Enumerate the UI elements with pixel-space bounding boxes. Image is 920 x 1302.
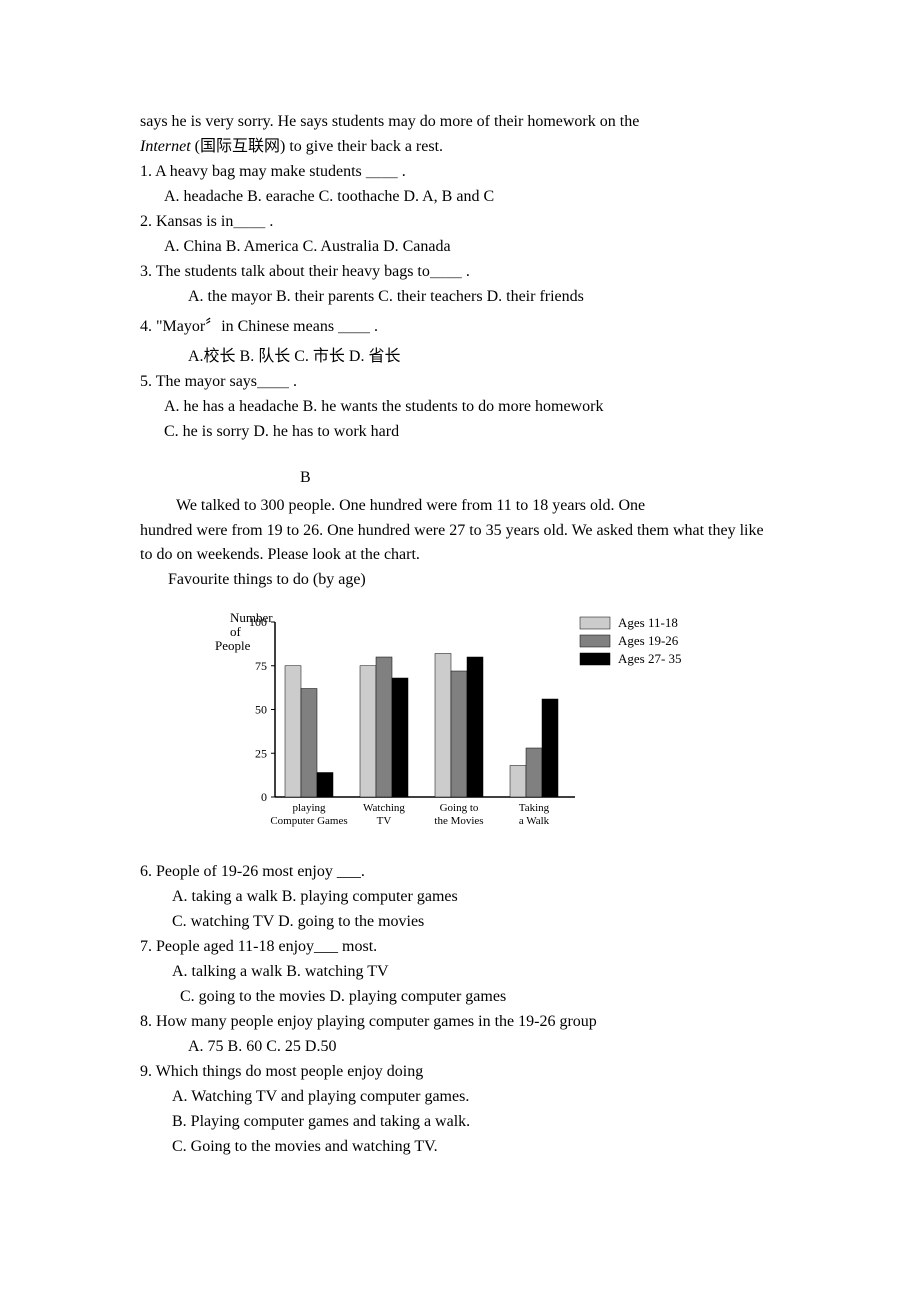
chart: NumberofPeople1007550250playingComputer … (140, 602, 780, 852)
passage-a-cont-1: says he is very sorry. He says students … (140, 110, 780, 134)
q2: 2. Kansas is in＿＿ . (140, 210, 780, 234)
svg-text:a Walk: a Walk (519, 815, 550, 827)
svg-text:Going to: Going to (440, 802, 479, 814)
q8: 8. How many people enjoy playing compute… (140, 1010, 780, 1034)
q1: 1. A heavy bag may make students ＿＿ . (140, 160, 780, 184)
q9: 9. Which things do most people enjoy doi… (140, 1060, 780, 1084)
svg-text:75: 75 (255, 659, 267, 673)
passage-b: We talked to 300 people. One hundred wer… (140, 494, 780, 518)
q4: 4. "Mayor〞in Chinese means ＿＿ . (140, 315, 780, 339)
svg-text:People: People (215, 638, 251, 653)
q5-options-ab: A. he has a headache B. he wants the stu… (140, 395, 780, 419)
internet-rest: (国际互联网) to give their back a rest. (191, 138, 443, 155)
internet-italic: Internet (140, 138, 191, 155)
pb-line2: hundred were from 19 to 26. One hundred … (140, 519, 780, 567)
q9-option-a: A. Watching TV and playing computer game… (140, 1085, 780, 1109)
q2-options: A. China B. America C. Australia D. Cana… (140, 235, 780, 259)
q5-options-cd: C. he is sorry D. he has to work hard (140, 420, 780, 444)
pb-line3: Favourite things to do (by age) (140, 568, 780, 592)
svg-text:of: of (230, 624, 242, 639)
passage-a-cont-2: Internet (国际互联网) to give their back a re… (140, 135, 780, 159)
q5: 5. The mayor says＿＿ . (140, 370, 780, 394)
page: says he is very sorry. He says students … (0, 0, 920, 1302)
q6: 6. People of 19-26 most enjoy ___. (140, 860, 780, 884)
svg-text:TV: TV (377, 815, 392, 827)
q7-options-ab: A. talking a walk B. watching TV (140, 960, 780, 984)
svg-text:50: 50 (255, 703, 267, 717)
svg-text:playing: playing (293, 802, 326, 814)
svg-text:25: 25 (255, 746, 267, 760)
q9-option-c: C. Going to the movies and watching TV. (140, 1135, 780, 1159)
svg-text:100: 100 (249, 615, 267, 629)
q7: 7. People aged 11-18 enjoy___ most. (140, 935, 780, 959)
q7-options-cd: C. going to the movies D. playing comput… (140, 985, 780, 1009)
svg-text:0: 0 (261, 790, 267, 804)
svg-text:Watching: Watching (363, 802, 405, 814)
bar-chart-svg: NumberofPeople1007550250playingComputer … (200, 602, 700, 852)
q6-options-ab: A. taking a walk B. playing computer gam… (140, 885, 780, 909)
q8-options: A. 75 B. 60 C. 25 D.50 (140, 1035, 780, 1059)
q4-options: A.校长 B. 队长 C. 市长 D. 省长 (140, 345, 780, 369)
pb-line3-text: Favourite things to do (by age) (168, 571, 366, 588)
svg-text:Computer Games: Computer Games (270, 815, 347, 827)
q3: 3. The students talk about their heavy b… (140, 260, 780, 284)
svg-text:the Movies: the Movies (434, 815, 483, 827)
q9-option-b: B. Playing computer games and taking a w… (140, 1110, 780, 1134)
q1-options: A. headache B. earache C. toothache D. A… (140, 185, 780, 209)
pb-line1: We talked to 300 people. One hundred wer… (176, 497, 645, 514)
q6-options-cd: C. watching TV D. going to the movies (140, 910, 780, 934)
svg-text:Taking: Taking (519, 802, 550, 814)
svg-text:Ages 27- 35: Ages 27- 35 (618, 651, 682, 666)
svg-text:Ages 19-26: Ages 19-26 (618, 633, 679, 648)
section-b-label: B (140, 466, 780, 490)
q3-options: A. the mayor B. their parents C. their t… (140, 285, 780, 309)
svg-text:Ages 11-18: Ages 11-18 (618, 615, 678, 630)
